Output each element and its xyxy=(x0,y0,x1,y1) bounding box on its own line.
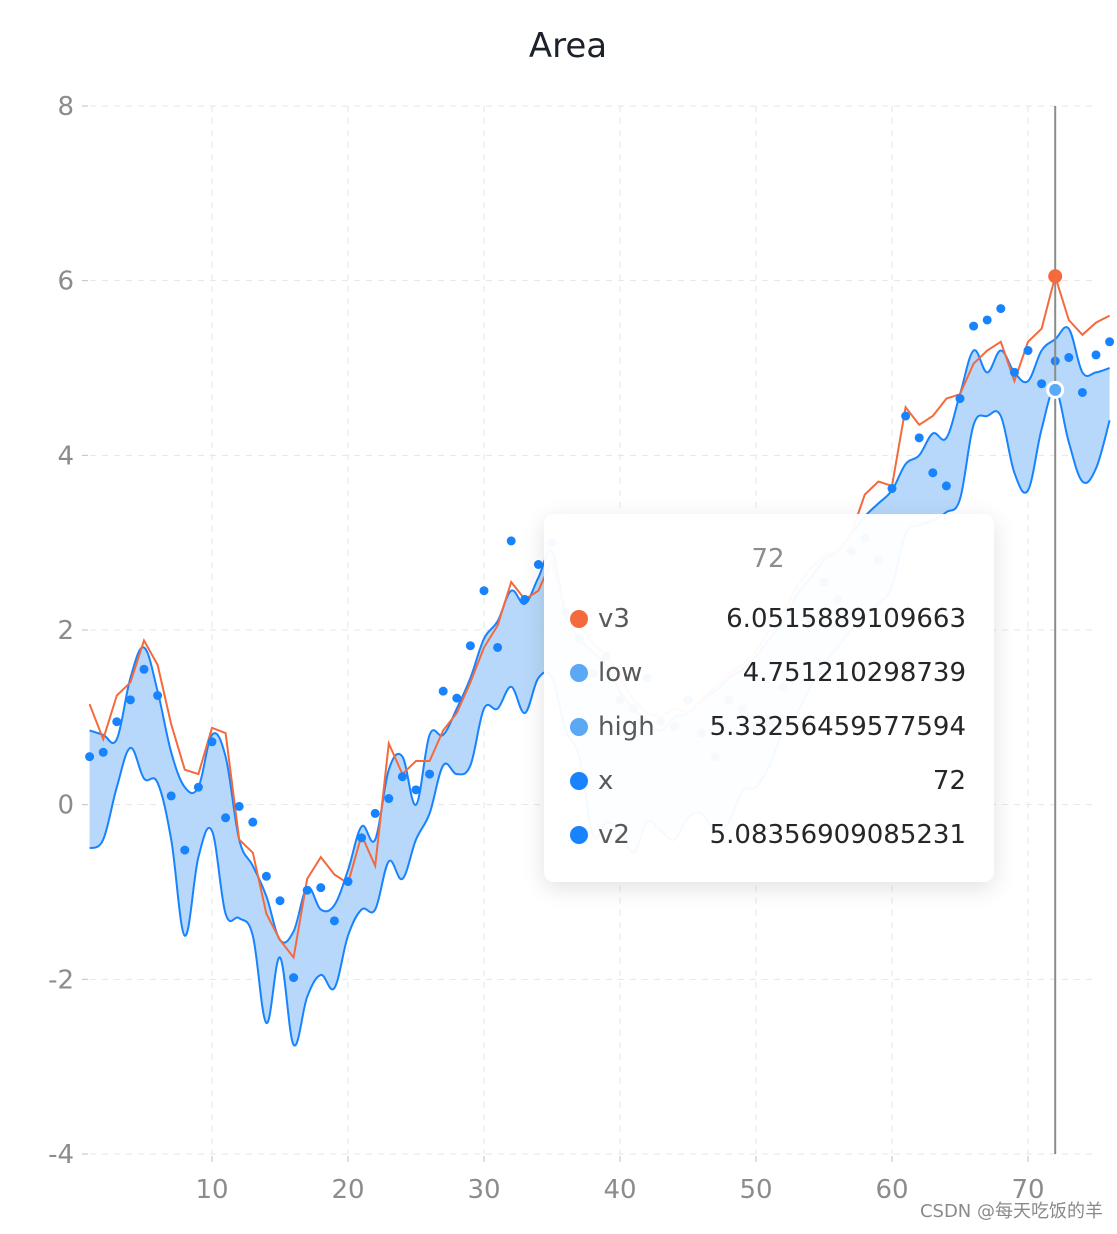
scatter-point xyxy=(384,794,394,804)
scatter-point xyxy=(425,769,435,779)
tooltip-series-value: 5.33256459577594 xyxy=(709,712,966,742)
scatter-point xyxy=(193,782,203,792)
scatter-point xyxy=(221,813,231,823)
x-tick-label: 30 xyxy=(467,1175,500,1205)
scatter-point xyxy=(139,664,149,674)
legend-dot-icon xyxy=(570,610,588,628)
scatter-point xyxy=(85,752,95,762)
y-tick-label: 8 xyxy=(57,92,74,122)
x-tick-label: 60 xyxy=(875,1175,908,1205)
tooltip-row-x: x 72 xyxy=(570,754,966,808)
tooltip-row-v2: v2 5.08356909085231 xyxy=(570,808,966,862)
scatter-point xyxy=(914,433,924,443)
scatter-point xyxy=(533,560,543,569)
scatter-point xyxy=(1091,350,1101,360)
tooltip-series-value: 4.751210298739 xyxy=(742,658,966,688)
scatter-point xyxy=(261,871,271,881)
scatter-point xyxy=(506,536,516,546)
scatter-point xyxy=(1077,387,1087,397)
scatter-point xyxy=(955,394,965,404)
scatter-point xyxy=(125,695,135,705)
tooltip-row-v3: v3 6.0515889109663 xyxy=(570,592,966,646)
axes: -4 -2 0 2 4 6 8 10 20 30 40 50 60 70 xyxy=(48,92,1044,1205)
tooltip-row-high: high 5.33256459577594 xyxy=(570,700,966,754)
x-tick-label: 20 xyxy=(331,1175,364,1205)
scatter-point xyxy=(343,877,353,887)
scatter-point xyxy=(1064,353,1074,363)
tooltip-series-value: 72 xyxy=(932,766,966,796)
tooltip-series-name: low xyxy=(598,658,643,688)
scatter-point xyxy=(1009,367,1019,377)
tooltip-series-name: v3 xyxy=(598,604,630,634)
scatter-point xyxy=(438,686,448,696)
tooltip-series-value: 6.0515889109663 xyxy=(726,604,966,634)
y-tick-label: 4 xyxy=(57,441,74,471)
scatter-point xyxy=(1105,337,1115,347)
scatter-point xyxy=(452,693,462,703)
legend-dot-icon xyxy=(570,826,588,844)
scatter-point xyxy=(397,772,407,782)
scatter-point xyxy=(275,896,285,906)
scatter-point xyxy=(289,973,299,983)
active-marker-low xyxy=(1046,380,1065,399)
scatter-point xyxy=(302,885,312,895)
scatter-point xyxy=(329,916,339,926)
crosshair xyxy=(1046,106,1065,1154)
y-tick-label: -2 xyxy=(48,965,74,995)
tooltip-series-value: 5.08356909085231 xyxy=(709,820,966,850)
y-tick-label: 2 xyxy=(57,616,74,646)
x-tick-label: 40 xyxy=(603,1175,636,1205)
scatter-point xyxy=(969,321,979,331)
scatter-point xyxy=(996,304,1006,314)
legend-dot-icon xyxy=(570,718,588,736)
scatter-point xyxy=(520,594,530,604)
scatter-point xyxy=(98,747,108,757)
chart-title: Area xyxy=(529,26,607,66)
y-tick-label: 6 xyxy=(57,267,74,297)
scatter-point xyxy=(180,845,190,855)
scatter-point xyxy=(1037,379,1047,389)
y-tick-label: 0 xyxy=(57,791,74,821)
scatter-point xyxy=(207,737,217,747)
active-marker-v3 xyxy=(1048,269,1063,284)
scatter-point xyxy=(153,691,163,700)
scatter-point xyxy=(1023,346,1033,356)
tooltip-title: 72 xyxy=(751,544,785,574)
x-tick-label: 70 xyxy=(1011,1175,1044,1205)
scatter-point xyxy=(411,785,421,795)
scatter-point xyxy=(248,817,258,827)
scatter-point xyxy=(479,586,489,596)
tooltip-series-name: x xyxy=(598,766,614,796)
scatter-point xyxy=(941,481,951,491)
scatter-point xyxy=(166,791,176,801)
scatter-point xyxy=(316,883,326,893)
scatter-point xyxy=(493,642,503,652)
scatter-point xyxy=(465,641,475,651)
tooltip-row-low: low 4.751210298739 xyxy=(570,646,966,700)
scatter-point xyxy=(112,717,122,727)
scatter-point xyxy=(887,484,897,494)
scatter-point xyxy=(928,468,938,478)
tooltip-series-name: high xyxy=(598,712,655,742)
scatter-point xyxy=(901,411,911,421)
x-tick-label: 50 xyxy=(739,1175,772,1205)
scatter-point xyxy=(370,808,380,818)
scatter-point xyxy=(357,833,367,843)
legend-dot-icon xyxy=(570,664,588,682)
legend-dot-icon xyxy=(570,772,588,790)
y-tick-label: -4 xyxy=(48,1140,74,1170)
tooltip-series-name: v2 xyxy=(598,820,630,850)
x-tick-label: 10 xyxy=(195,1175,228,1205)
watermark: CSDN @每天吃饭的羊 xyxy=(919,1201,1103,1222)
tooltip: 72 v3 6.0515889109663 low 4.751210298739… xyxy=(544,514,994,882)
scatter-point xyxy=(982,315,992,325)
scatter-point xyxy=(234,801,244,811)
